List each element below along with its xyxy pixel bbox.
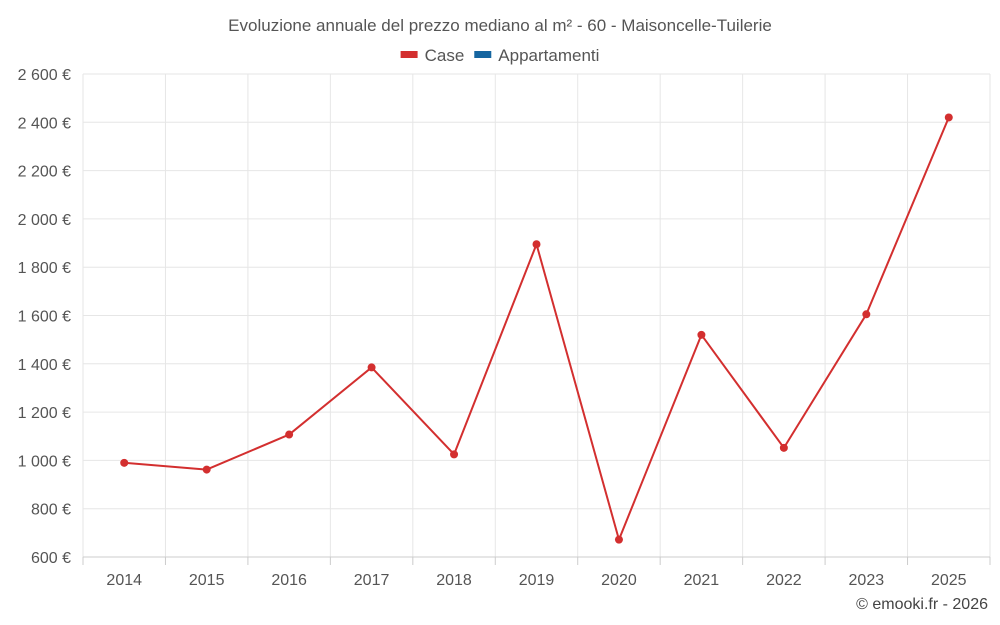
y-tick-label: 2 200 € [18, 164, 71, 181]
x-tick-label: 2023 [849, 572, 885, 589]
data-point[interactable] [697, 330, 706, 339]
x-axis: 2014 2015 2016 2017 2018 2019 2020 2021 2022 2023… [82, 556, 991, 589]
series-area [120, 113, 953, 544]
credit-text: © emooki.fr - 2026 [856, 596, 988, 613]
x-tick-label: 2020 [601, 572, 637, 589]
y-tick-label: 2 400 € [18, 115, 71, 132]
x-tick-label: 2021 [684, 572, 720, 589]
legend-label: Case [425, 46, 465, 65]
y-tick-label: 1 000 € [18, 453, 71, 470]
y-tick-label: 1 200 € [18, 405, 71, 422]
data-point[interactable] [202, 465, 211, 474]
y-tick-label: 2 000 € [18, 212, 71, 229]
x-tick-label: 2022 [766, 572, 802, 589]
y-tick-label: 2 600 € [18, 67, 71, 84]
x-tick-label: 2015 [189, 572, 225, 589]
data-point[interactable] [450, 450, 459, 459]
data-point[interactable] [120, 458, 129, 467]
legend-item[interactable]: Appartamenti [474, 46, 599, 65]
legend-swatch [474, 51, 492, 58]
chart-title: Evoluzione annuale del prezzo mediano al… [228, 16, 772, 35]
data-point[interactable] [285, 430, 294, 439]
data-point[interactable] [779, 443, 788, 452]
x-tick-label: 2018 [436, 572, 472, 589]
data-point[interactable] [944, 113, 953, 122]
legend-label: Appartamenti [498, 46, 599, 65]
x-tick-label: 2016 [271, 572, 307, 589]
legend: Case Appartamenti [400, 46, 599, 65]
data-point[interactable] [614, 535, 623, 544]
legend-item[interactable]: Case [400, 46, 465, 65]
data-point[interactable] [862, 310, 871, 319]
legend-swatch [400, 51, 418, 58]
y-tick-label: 1 400 € [18, 357, 71, 374]
y-tick-label: 800 € [31, 502, 71, 519]
data-point[interactable] [367, 363, 376, 372]
grid [82, 73, 991, 557]
x-tick-label: 2014 [106, 572, 142, 589]
x-tick-label: 2019 [519, 572, 555, 589]
y-tick-label: 1 600 € [18, 309, 71, 326]
x-tick-label: 2017 [354, 572, 390, 589]
y-axis: 600 € 800 € 1 000 € 1 200 € 1 400 € 1 600 € 1 … [18, 67, 71, 567]
y-tick-label: 600 € [31, 550, 71, 567]
x-tick-label: 2025 [931, 572, 967, 589]
data-point[interactable] [532, 240, 541, 249]
y-tick-label: 1 800 € [18, 260, 71, 277]
